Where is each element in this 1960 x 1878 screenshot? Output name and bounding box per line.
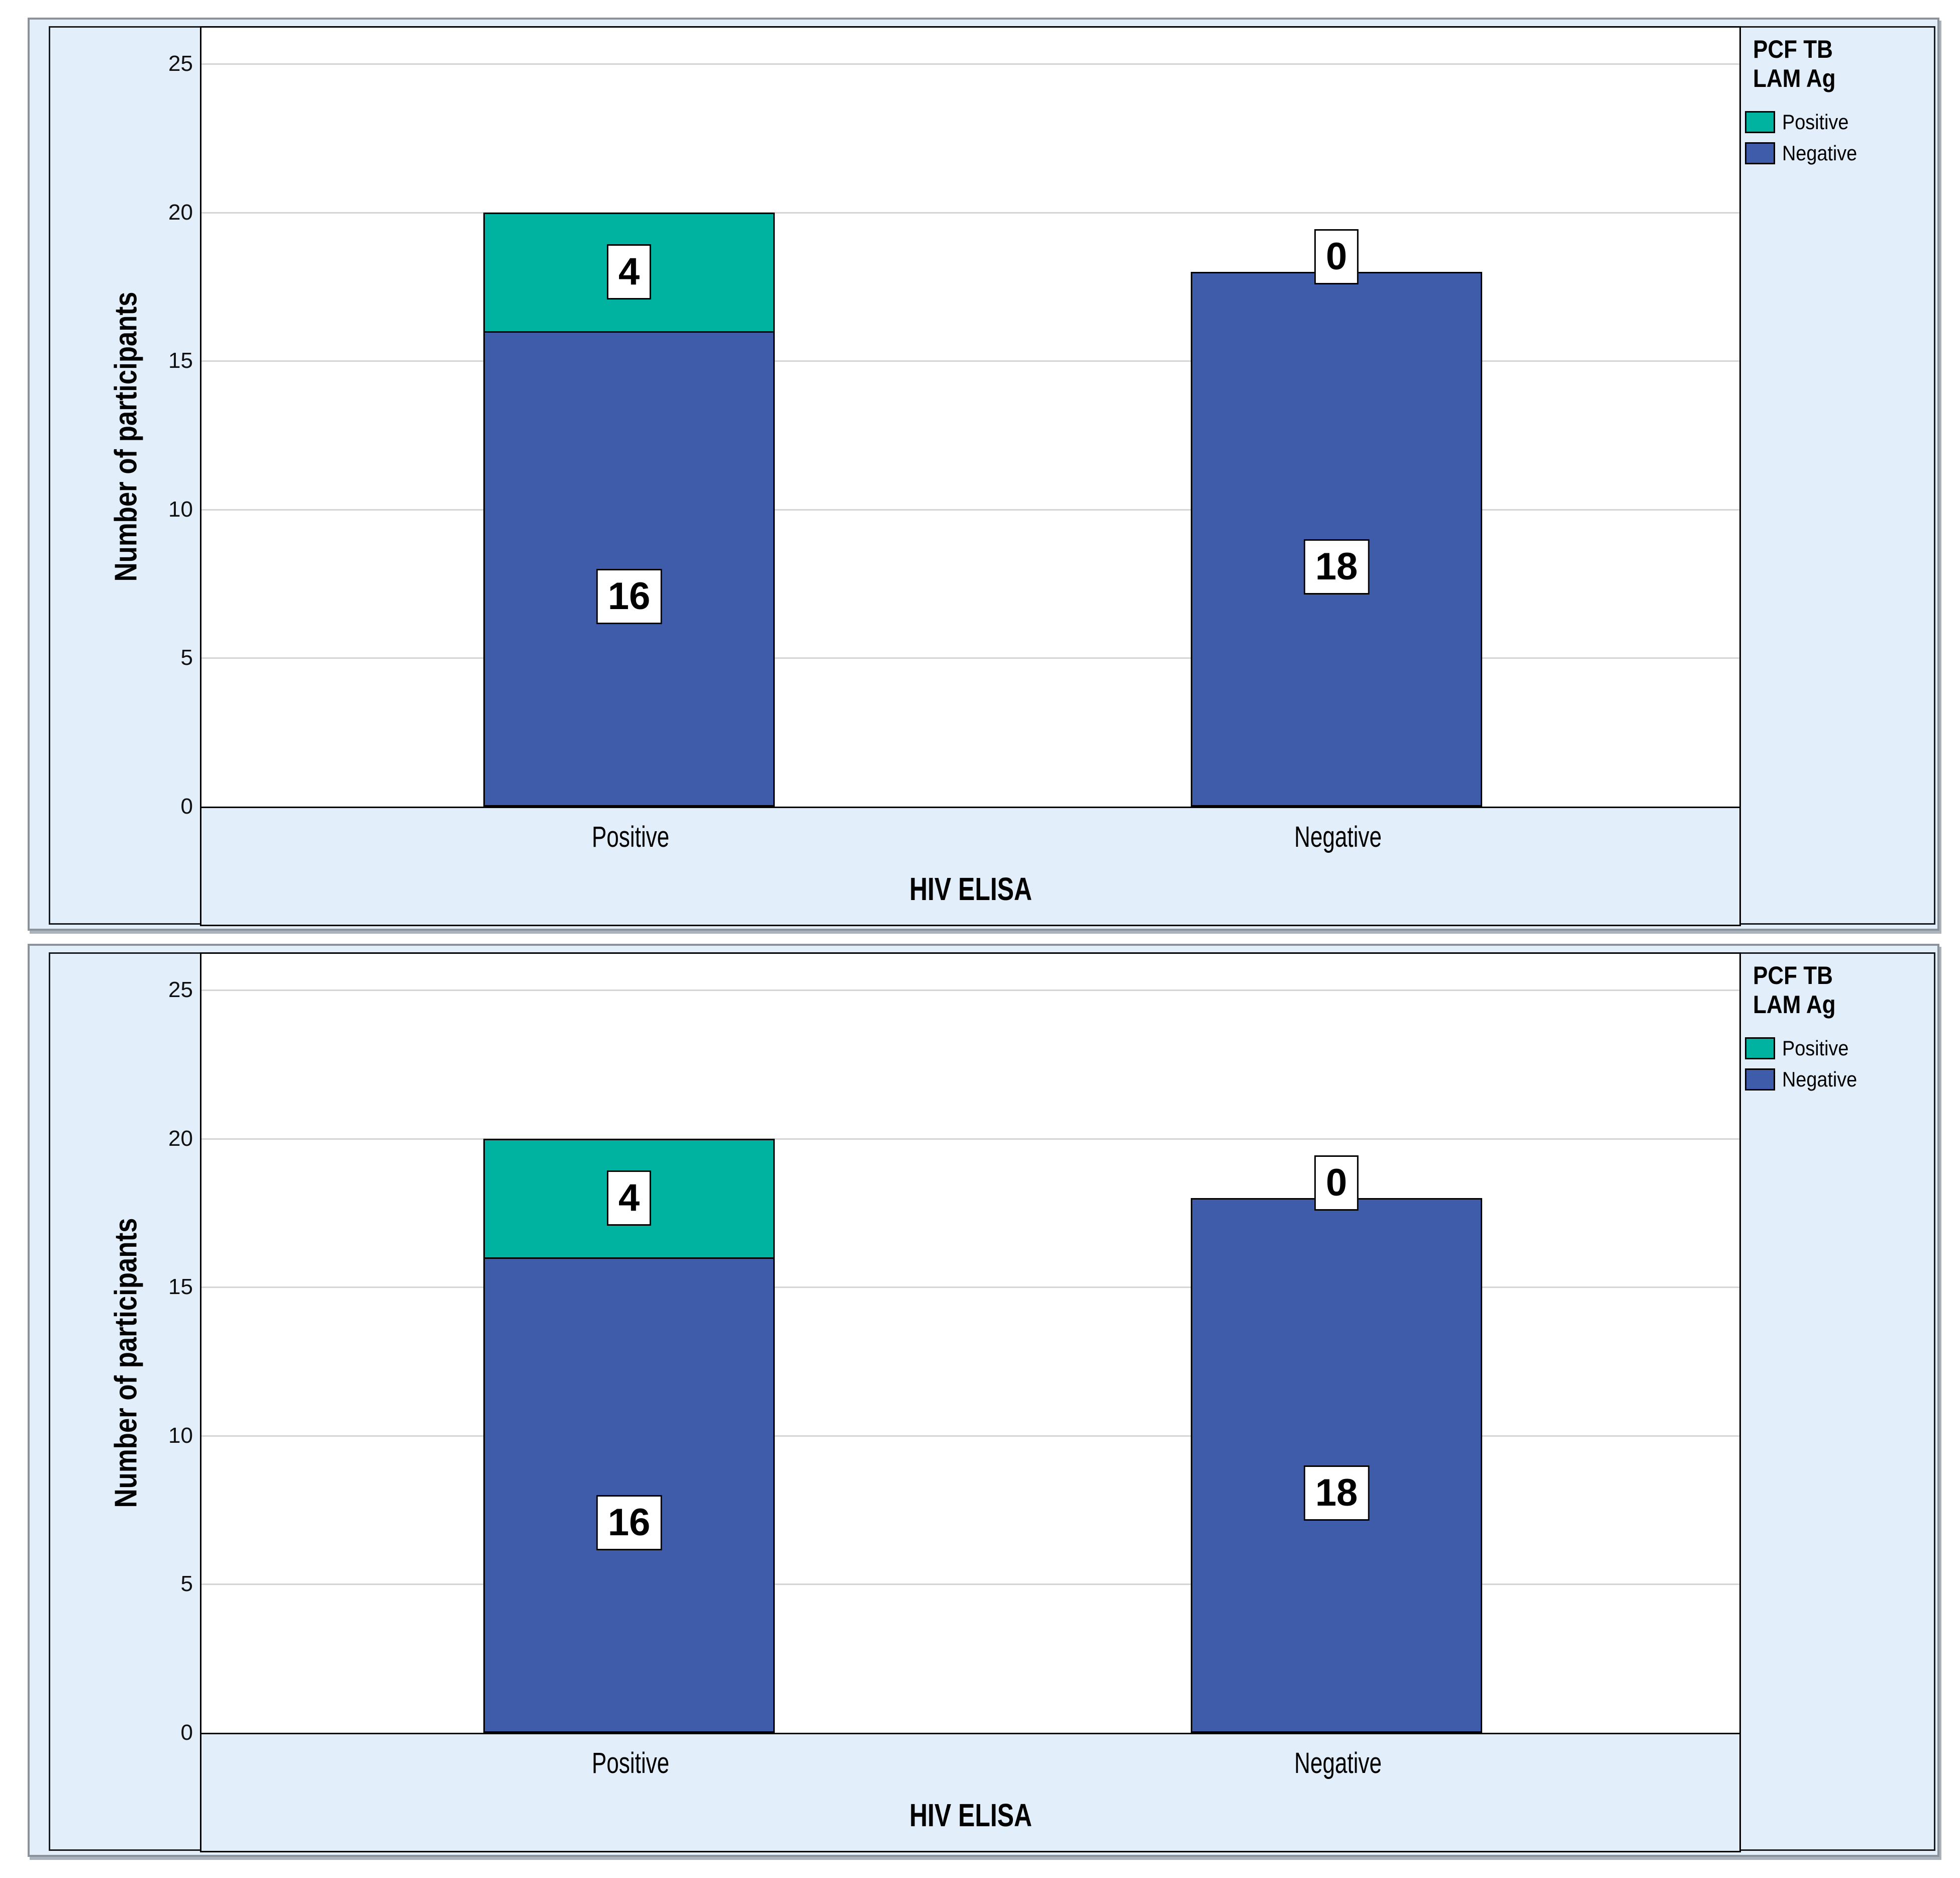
x-axis-area: Positive Negative HIV ELISA (200, 807, 1741, 926)
y-tick-label: 10 (168, 1423, 193, 1448)
x-axis-title: HIV ELISA (909, 1797, 1032, 1833)
legend: PCF TB LAM Ag Positive Negative (1745, 35, 1939, 165)
bar-value-label: 4 (606, 244, 652, 300)
gridline (201, 1435, 1739, 1437)
bar-value-label: 16 (596, 1495, 662, 1551)
legend-title-line2: LAM Ag (1753, 64, 1836, 92)
gridline (201, 509, 1739, 511)
gridline (201, 63, 1739, 65)
x-category-label: Negative (1294, 821, 1382, 853)
bar-value-label: 18 (1303, 1465, 1370, 1521)
y-tick-label: 10 (168, 497, 193, 522)
bar-value-label: 4 (606, 1170, 652, 1226)
x-axis-title: HIV ELISA (909, 871, 1032, 907)
bar-value-label: 18 (1303, 539, 1370, 595)
legend-title-line1: PCF TB (1753, 35, 1833, 63)
bar-value-label: 0 (1314, 1155, 1359, 1211)
legend-swatch-negative (1745, 1068, 1775, 1091)
y-tick-label: 5 (180, 1571, 193, 1597)
bar-segment-negative (483, 1257, 775, 1733)
y-tick-label: 15 (168, 1274, 193, 1300)
bar-segment-negative (483, 331, 775, 807)
legend-swatch-negative (1745, 142, 1775, 164)
legend-entry-positive: Positive (1745, 110, 1939, 134)
legend-swatch-positive (1745, 1037, 1775, 1059)
y-axis-title: Number of participants (109, 1218, 144, 1508)
y-tick-label: 15 (168, 348, 193, 373)
legend-title-line1: PCF TB (1753, 961, 1833, 990)
x-axis-area: Positive Negative HIV ELISA (200, 1733, 1741, 1852)
x-category-label: Negative (1294, 1747, 1382, 1780)
y-tick-label: 20 (168, 200, 193, 225)
legend-label: Positive (1782, 110, 1849, 134)
plot-area: 16 4 18 0 (200, 26, 1741, 808)
legend-title: PCF TB LAM Ag (1753, 961, 1917, 1019)
chart-panel-bottom: Number of participants 25 20 15 10 5 0 1… (28, 944, 1939, 1857)
legend: PCF TB LAM Ag Positive Negative (1745, 961, 1939, 1092)
y-tick-label: 5 (180, 645, 193, 670)
bar-value-label: 0 (1314, 229, 1359, 284)
gridline (201, 657, 1739, 659)
legend-entry-positive: Positive (1745, 1036, 1939, 1060)
y-tick-label: 25 (168, 977, 193, 1002)
gridline (201, 1287, 1739, 1289)
gridline (201, 990, 1739, 991)
bar-value-label: 16 (596, 569, 662, 625)
gridline (201, 1584, 1739, 1586)
legend-label: Positive (1782, 1036, 1849, 1060)
legend-title-line2: LAM Ag (1753, 991, 1836, 1019)
y-tick-label: 0 (180, 794, 193, 819)
gridline (201, 212, 1739, 214)
chart-panel-top: Number of participants 25 20 15 10 5 0 1… (28, 18, 1939, 931)
y-axis-title: Number of participants (109, 291, 144, 582)
plot-area: 16 4 18 0 (200, 952, 1741, 1734)
legend-label: Negative (1782, 1067, 1858, 1091)
legend-label: Negative (1782, 141, 1858, 165)
legend-swatch-positive (1745, 111, 1775, 133)
gridline (201, 360, 1739, 362)
legend-title: PCF TB LAM Ag (1753, 35, 1917, 93)
y-tick-label: 20 (168, 1126, 193, 1151)
gridline (201, 1138, 1739, 1140)
y-tick-label: 25 (168, 51, 193, 76)
y-tick-label: 0 (180, 1720, 193, 1745)
legend-entry-negative: Negative (1745, 141, 1939, 165)
x-category-label: Positive (591, 1747, 670, 1780)
legend-entry-negative: Negative (1745, 1067, 1939, 1092)
x-category-label: Positive (591, 821, 670, 853)
